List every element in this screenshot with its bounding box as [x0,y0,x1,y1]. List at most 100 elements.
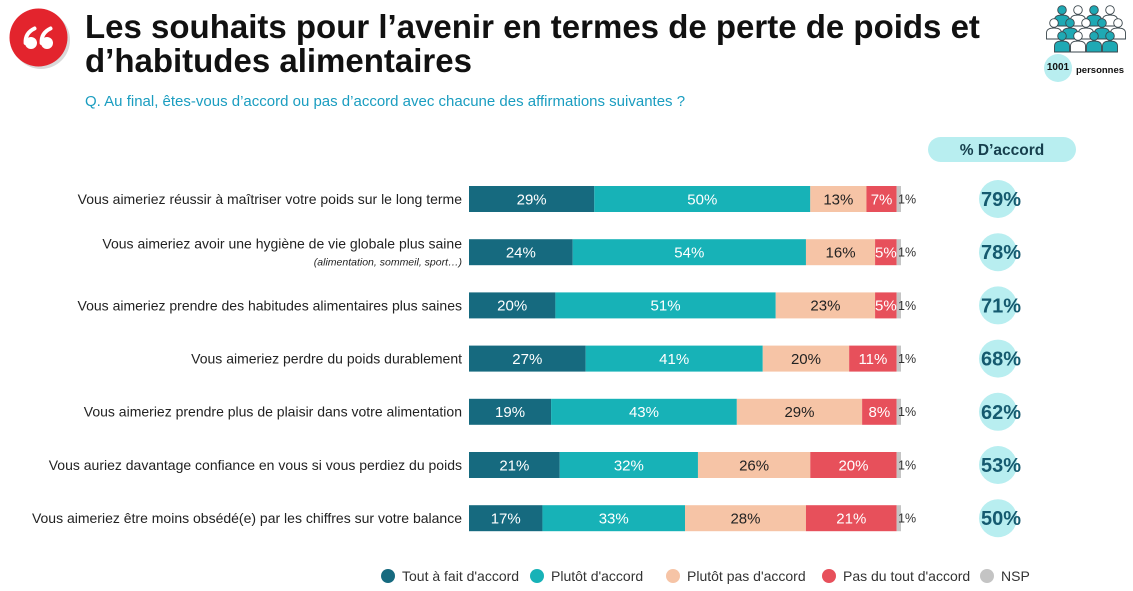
legend-swatch [666,569,680,583]
bar-segment [762,345,850,372]
bar-value-label: 27% [512,351,542,368]
agree-total-number: 50 [981,508,1003,530]
legend-label: Tout à fait d'accord [402,568,519,584]
bar-value-unit: % [842,244,855,261]
bar-value-unit: % [883,298,896,315]
bar-value-unit: % [691,244,704,261]
bar-value-unit: % [631,457,644,474]
bar-value-number: 28 [730,510,747,527]
bar-value-unit: % [827,298,840,315]
bar-value-label: 7% [871,191,893,208]
bar-value-label: 8% [869,404,891,421]
category-label: Vous aimeriez perdre du poids durablemen… [191,351,462,367]
bar-segment [469,292,556,319]
bar-value-label: 24% [506,244,536,261]
bar-segment [896,452,901,478]
bar-segment [542,505,685,532]
bar-value-label: 1% [898,405,916,419]
bar-value-unit: % [905,352,916,366]
bar-rows: Vous aimeriez réussir à maîtriser votre … [32,180,1021,538]
bar-value-unit: % [667,298,680,315]
bar-value-label: 1% [898,192,916,206]
bar-value-unit: % [877,404,890,421]
bar-value-number: 27 [512,351,529,368]
bar-value-label: 33% [599,510,629,527]
legend: Tout à fait d'accord Plutôt d'accord Plutô… [381,568,1030,584]
bar-segment [469,345,586,372]
bar-segment [469,186,595,212]
agree-total-number: 71 [981,295,1003,317]
bar-value-label: 11% [858,351,887,368]
bar-row: Vous aimeriez perdre du poids durablemen… [191,339,1021,378]
bar-value-unit: % [905,192,916,206]
bar-value-number: 21 [836,510,853,527]
bar-segment [810,452,897,478]
bar-value-label: 29% [784,404,814,421]
bar-value-label: 20% [791,351,821,368]
bar-value-number: 41 [659,351,676,368]
bar-segment [469,452,560,478]
agree-header-pill [928,137,1076,162]
bar-value-unit: % [646,404,659,421]
bar-row: Vous aimeriez réussir à maîtriser votre … [78,180,1021,218]
bar-value-number: 29 [784,404,801,421]
bar-value-label: 16% [826,244,856,261]
bar-value-label: 5% [875,244,897,261]
bar-value-unit: % [676,351,689,368]
bar-value-number: 1 [898,405,905,419]
bar-value-unit: % [516,457,529,474]
bar-segment [896,505,901,532]
bar-value-unit: % [529,351,542,368]
bar-value-number: 7 [871,191,879,208]
category-label: Vous aimeriez être moins obsédé(e) par l… [32,510,462,526]
bar-segment [896,239,901,266]
bar-value-label: 50% [687,191,717,208]
bar-value-number: 20 [838,457,855,474]
bar-value-number: 23 [810,298,827,315]
bar-value-label: 20% [497,298,527,315]
bar-value-number: 16 [826,244,843,261]
legend-item: Plutôt d'accord [530,568,643,584]
legend-item: Pas du tout d'accord [822,568,970,584]
agree-total-bubble [979,180,1017,218]
bar-segment [875,239,897,266]
bar-segment [594,186,811,212]
agree-header: % D’accord [928,137,1076,162]
agree-total-unit: % [1003,295,1021,317]
agree-total-unit: % [1003,349,1021,371]
bar-value-unit: % [615,510,628,527]
bar-segment [896,186,901,212]
bar-value-unit: % [801,404,814,421]
bar-value-number: 19 [495,404,512,421]
bar-row: Vous aimeriez prendre des habitudes alim… [78,286,1021,325]
bar-segment [572,239,806,266]
agree-total-label: 50% [981,508,1021,530]
bar-value-number: 1 [898,246,905,260]
survey-question: Q. Au final, êtes-vous d’accord ou pas d… [85,93,686,110]
bar-value-number: 29 [517,191,534,208]
agree-total-bubble [979,392,1017,431]
bar-value-unit: % [523,244,536,261]
title-line-1: Les souhaits pour l’avenir en termes de … [85,8,980,45]
bar-value-number: 32 [614,457,631,474]
bar-segment [697,452,811,478]
title-line-2: d’habitudes alimentaires [85,42,472,79]
bar-value-number: 26 [739,457,756,474]
agree-total-unit: % [1003,189,1021,211]
bar-value-number: 17 [491,510,508,527]
legend-swatch [530,569,544,583]
agree-total-label: 53% [981,455,1021,477]
bar-value-label: 28% [730,510,760,527]
bar-value-unit: % [883,244,896,261]
bar-value-number: 21 [499,457,516,474]
bar-segment [875,292,897,319]
category-label: Vous auriez davantage confiance en vous … [49,457,462,473]
agree-total-number: 79 [981,189,1003,211]
bar-value-unit: % [533,191,546,208]
category-label: Vous aimeriez prendre des habitudes alim… [78,297,462,313]
sample-count: 1001 [1044,54,1072,82]
bar-value-label: 21% [836,510,866,527]
legend-label: Pas du tout d'accord [843,568,970,584]
legend-swatch [822,569,836,583]
bar-value-number: 1 [898,299,905,313]
